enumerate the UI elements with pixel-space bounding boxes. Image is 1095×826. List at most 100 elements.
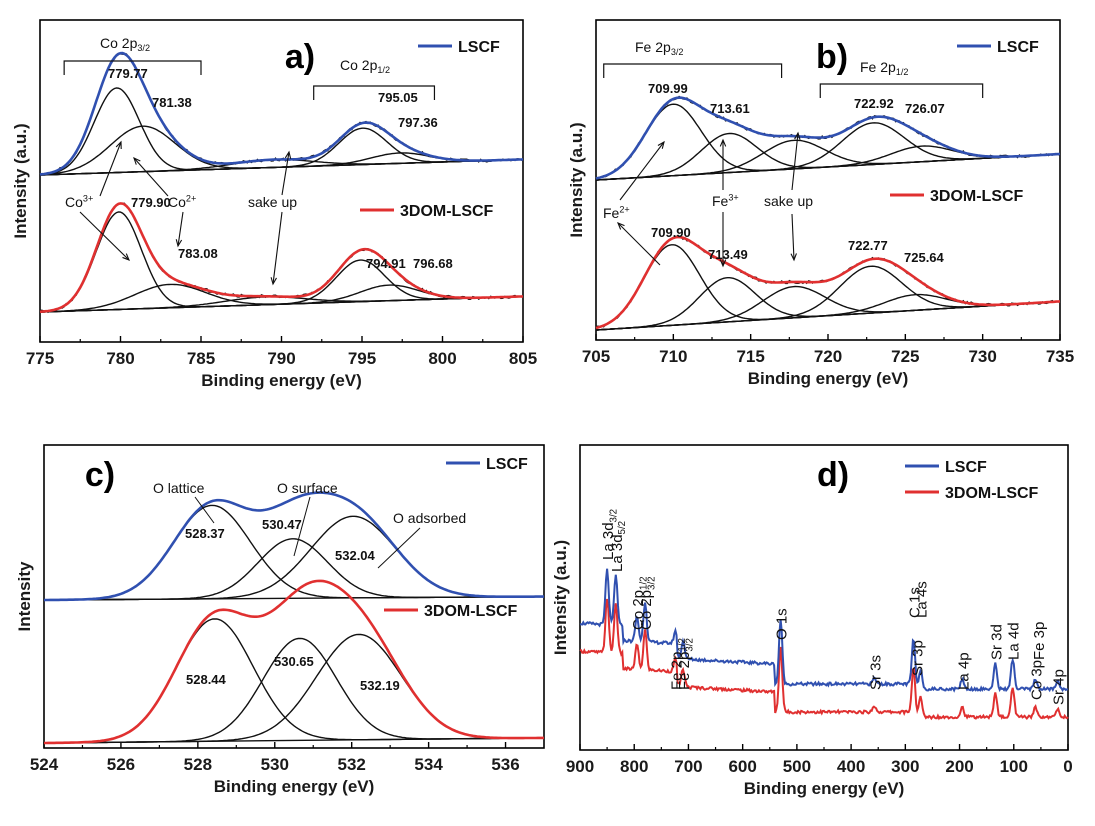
background-line	[595, 153, 1061, 181]
panel-letter-b: b)	[816, 38, 848, 76]
x-tick-label: 715	[736, 347, 764, 366]
peak-530-47: 530.47	[262, 517, 302, 532]
panel-c-o1s: 524 526 528 530 532 534 536 Binding energy (eV)…	[15, 444, 545, 796]
survey-peak-label: O 1s	[774, 608, 791, 640]
panel-letter-c: c)	[85, 456, 115, 494]
co2p32-bracket	[63, 60, 202, 75]
survey-peak-label: Sr 3d	[988, 624, 1005, 660]
peak-779-90: 779.90	[131, 195, 171, 210]
x-tick-label: 800	[428, 349, 456, 368]
x-tick-label: 524	[30, 755, 59, 774]
fit-envelope-3dom-lscf	[39, 202, 524, 314]
fit-envelope-lscf	[44, 491, 544, 602]
panel-letter-a: a)	[285, 38, 315, 76]
survey-peak-label: La 3d5/2	[609, 521, 628, 572]
peak-528-37: 528.37	[185, 526, 225, 541]
component-peak	[595, 285, 1061, 331]
co2p32-label: Co 2p3/2	[100, 35, 150, 53]
o-surface-pointer	[293, 496, 311, 557]
x-tick-label: 400	[837, 757, 865, 776]
x-axis-title: Binding energy (eV)	[744, 779, 905, 798]
co2-arrow-down	[177, 211, 184, 247]
x-tick-label: 300	[891, 757, 919, 776]
peak-783-08: 783.08	[178, 246, 218, 261]
co3-arrow-up-head	[115, 140, 122, 150]
component-peak	[44, 538, 544, 601]
sake-arrow-down-head	[270, 277, 277, 286]
fe2-arrow-up-head	[657, 140, 665, 149]
survey-peak-label: Co 2p1/2	[630, 576, 649, 630]
y-axis-title: Intensity (a.u.)	[11, 123, 30, 238]
fe2p12-label: Fe 2p1/2	[860, 59, 908, 77]
x-tick-label: 700	[674, 757, 702, 776]
x-tick-label: 800	[620, 757, 648, 776]
x-tick-label: 532	[338, 755, 366, 774]
co2-arrow-up-head	[133, 156, 141, 165]
peak-709-90: 709.90	[651, 225, 691, 240]
fit-envelope-3dom-lscf	[595, 235, 1061, 330]
y-axis-title: Intensity (a.u.)	[567, 122, 586, 237]
x-tick-label: 534	[414, 755, 443, 774]
sake-arrow-down	[272, 211, 283, 285]
co3-arrow	[79, 211, 130, 261]
x-tick-label: 710	[659, 347, 687, 366]
peak-709-99: 709.99	[648, 81, 688, 96]
x-tick-label: 785	[187, 349, 215, 368]
sake-arrow-up	[281, 151, 290, 196]
fit-envelope-lscf	[595, 96, 1061, 180]
survey-peak-label: Sr 4p	[1051, 669, 1068, 705]
x-tick-label: 720	[814, 347, 842, 366]
background-line	[39, 158, 524, 176]
peak-796-68: 796.68	[413, 256, 453, 271]
x-axis-title: Binding energy (eV)	[748, 369, 909, 388]
legend-lscf-label: LSCF	[997, 39, 1039, 56]
sake-arrow-up-head	[284, 150, 292, 159]
survey-spectrum-lscf	[579, 568, 1069, 693]
panel-letter-d: d)	[817, 456, 849, 494]
background-line	[595, 300, 1061, 331]
peak-713-49: 713.49	[708, 247, 748, 262]
component-peak	[595, 265, 1061, 331]
survey-peak-label: La 3d3/2	[600, 509, 619, 560]
fe2p32-bracket	[603, 63, 783, 78]
peak-532-04: 532.04	[335, 548, 376, 563]
peak-779-77: 779.77	[108, 66, 148, 81]
survey-peak-label: C 1s	[906, 587, 923, 618]
legend-3dom-label: 3DOM-LSCF	[945, 485, 1039, 502]
x-tick-label: 805	[509, 349, 537, 368]
peak-530-65: 530.65	[274, 654, 314, 669]
fe2-arrow-down	[617, 222, 661, 266]
peak-713-61: 713.61	[710, 101, 750, 116]
sake-arrow-down-head	[790, 253, 797, 262]
co2p12-bracket	[313, 85, 436, 100]
peak-795-05: 795.05	[378, 90, 418, 105]
survey-peak-label: Fe 3p	[1031, 622, 1048, 660]
sake-up-label: sake up	[248, 194, 297, 210]
x-tick-label: 500	[783, 757, 811, 776]
x-tick-label: 790	[267, 349, 295, 368]
peak-781-38: 781.38	[152, 95, 192, 110]
component-peak	[44, 633, 544, 744]
x-tick-label: 780	[106, 349, 134, 368]
x-axis-title: Binding energy (eV)	[201, 371, 362, 390]
component-peak	[595, 139, 1061, 181]
o-surface-label: O surface	[277, 480, 338, 496]
fe2p12-bracket	[819, 83, 984, 98]
survey-peak-label: Sr 3p	[910, 640, 927, 676]
peak-722-77: 722.77	[848, 238, 888, 253]
x-tick-label: 735	[1046, 347, 1074, 366]
background-line	[39, 295, 524, 313]
o-lattice-label: O lattice	[153, 480, 205, 496]
legend-3dom-label: 3DOM-LSCF	[424, 603, 518, 620]
legend-lscf-label: LSCF	[945, 459, 987, 476]
x-axis-title: Binding energy (eV)	[214, 777, 375, 796]
peak-726-07: 726.07	[905, 101, 945, 116]
sake-up-label: sake up	[764, 193, 813, 209]
fe3-arrow-up-head	[719, 138, 727, 147]
x-tick-label: 536	[491, 755, 519, 774]
panel-a-co2p: 775 780 785 790 795 800 805 Binding energy (eV)…	[11, 19, 537, 390]
co3-label: Co3+	[65, 194, 93, 210]
legend-3dom-label: 3DOM-LSCF	[930, 188, 1024, 205]
y-axis-title: Intensity	[15, 561, 34, 631]
